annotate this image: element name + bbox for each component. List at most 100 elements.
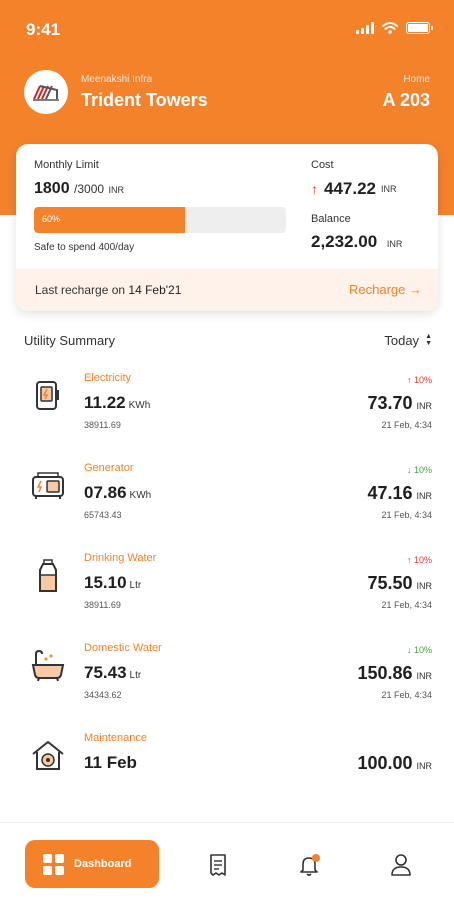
- utility-usage: 11.22 KWh: [84, 393, 150, 413]
- usage-value: 11 Feb: [84, 753, 137, 772]
- change-value: 10%: [413, 375, 432, 385]
- limit-progress-label: 60%: [42, 214, 61, 224]
- recharge-label: Recharge: [349, 282, 406, 297]
- sort-updown-icon: ▲ ▼: [425, 333, 432, 347]
- water-bottle-icon: [39, 559, 57, 592]
- bottom-navigation: Dashboard: [0, 822, 454, 900]
- utility-timestamp: 21 Feb, 4:34: [381, 420, 432, 430]
- bathtub-icon: [31, 649, 65, 682]
- amount-unit: INR: [416, 401, 433, 411]
- utility-row-maintenance[interactable]: Maintenance 11 Feb 100.00 INR: [0, 728, 454, 818]
- change-up-arrow-icon: ↑: [406, 375, 412, 385]
- monthly-limit-value: 1800 /3000 INR: [34, 180, 124, 198]
- recharge-strip: Last recharge on 14 Feb'21 Recharge →: [16, 269, 438, 311]
- change-badge: ↑ 10%: [407, 375, 432, 385]
- limit-total: /3000: [74, 182, 105, 196]
- meter-reading: 38911.69: [84, 420, 121, 430]
- utility-timestamp: 21 Feb, 4:34: [381, 690, 432, 700]
- amount-unit: INR: [416, 761, 433, 771]
- meter-reading: 38911.69: [84, 600, 121, 610]
- limit-card: Monthly Limit 1800 /3000 INR 60% Safe to…: [16, 144, 438, 311]
- user-icon: [391, 854, 411, 876]
- cost-value: 447.22: [324, 179, 376, 198]
- amount-unit: INR: [416, 671, 433, 681]
- change-up-arrow-icon: ↑: [406, 555, 412, 565]
- amount-unit: INR: [416, 581, 433, 591]
- change-badge: ↑ 10%: [407, 555, 432, 565]
- utility-amount: 150.86 INR: [357, 663, 432, 684]
- org-logo-icon: [33, 85, 59, 101]
- recharge-button[interactable]: Recharge →: [349, 282, 422, 297]
- change-badge: ↓ 10%: [407, 645, 432, 655]
- last-recharge-label: Last recharge on: [35, 283, 126, 297]
- org-logo: [24, 70, 68, 114]
- nav-bills-button[interactable]: [203, 850, 233, 880]
- building-name: Trident Towers: [81, 90, 208, 110]
- cost-up-arrow-icon: ↑: [311, 181, 318, 197]
- usage-value: 15.10: [84, 573, 127, 592]
- battery-icon: [406, 22, 433, 34]
- nav-profile-button[interactable]: [386, 850, 416, 880]
- utility-summary-title: Utility Summary: [24, 333, 116, 348]
- amount-value: 47.16: [367, 483, 413, 503]
- change-value: 10%: [413, 465, 432, 475]
- generator-icon: [32, 472, 64, 499]
- utility-usage: 15.10 Ltr: [84, 573, 141, 593]
- wifi-icon: [382, 22, 398, 34]
- change-badge: ↓ 10%: [407, 465, 432, 475]
- utility-amount: 73.70 INR: [367, 393, 432, 414]
- utility-name: Domestic Water: [84, 642, 162, 654]
- last-recharge-date: 14 Feb'21: [128, 283, 182, 297]
- status-bar: 9:41: [0, 0, 454, 58]
- utility-name: Generator: [84, 462, 134, 474]
- utility-amount: 47.16 INR: [367, 483, 432, 504]
- nav-dashboard-button[interactable]: Dashboard: [25, 840, 159, 888]
- last-recharge-text: Last recharge on 14 Feb'21: [35, 283, 181, 297]
- meter-reading: 65743.43: [84, 510, 122, 520]
- cost-value-row: ↑ 447.22 INR: [311, 179, 397, 199]
- arrow-right-icon: →: [409, 282, 422, 297]
- utility-usage: 11 Feb: [84, 753, 137, 773]
- cost-unit: INR: [381, 184, 397, 194]
- usage-value: 11.22: [84, 393, 126, 412]
- status-time: 9:41: [26, 20, 61, 39]
- utility-row-drinking-water[interactable]: Drinking Water 15.10 Ltr 38911.69 ↑ 10% 7…: [0, 548, 454, 638]
- balance-label: Balance: [311, 213, 351, 225]
- usage-unit: Ltr: [129, 580, 142, 591]
- utility-row-electricity[interactable]: Electricity 11.22 KWh 38911.69 ↑ 10% 73.7…: [0, 368, 454, 458]
- change-down-arrow-icon: ↓: [406, 465, 412, 475]
- nav-dashboard-label: Dashboard: [74, 858, 132, 870]
- usage-unit: KWh: [129, 490, 152, 501]
- limit-progress-fill: 60%: [34, 207, 186, 233]
- utility-timestamp: 21 Feb, 4:34: [381, 510, 432, 520]
- utility-name: Electricity: [84, 372, 132, 384]
- monthly-limit-label: Monthly Limit: [34, 159, 99, 171]
- status-icons: [356, 22, 433, 34]
- utility-amount: 100.00 INR: [357, 753, 432, 774]
- maintenance-house-icon: [32, 741, 64, 770]
- utility-name: Drinking Water: [84, 552, 157, 564]
- utility-row-domestic-water[interactable]: Domestic Water 75.43 Ltr 34343.62 ↓ 10% 1…: [0, 638, 454, 728]
- amount-unit: INR: [416, 491, 433, 501]
- utility-usage: 75.43 Ltr: [84, 663, 141, 683]
- period-label: Today: [384, 333, 420, 348]
- cost-label: Cost: [311, 159, 334, 171]
- utility-name: Maintenance: [84, 732, 147, 744]
- balance-value: 2,232.00: [311, 232, 378, 251]
- home-label: Home: [403, 74, 430, 85]
- usage-unit: KWh: [128, 400, 151, 411]
- change-value: 10%: [413, 645, 432, 655]
- change-down-arrow-icon: ↓: [406, 645, 412, 655]
- period-selector[interactable]: Today ▲ ▼: [384, 333, 432, 348]
- usage-value: 75.43: [84, 663, 127, 682]
- amount-value: 100.00: [357, 753, 413, 773]
- limit-progress-bar: 60%: [34, 207, 286, 233]
- receipt-icon: [210, 854, 226, 876]
- utility-amount: 75.50 INR: [367, 573, 432, 594]
- nav-notifications-button[interactable]: [295, 850, 325, 880]
- utility-row-generator[interactable]: Generator 07.86 KWh 65743.43 ↓ 10% 47.16 I…: [0, 458, 454, 548]
- usage-unit: Ltr: [129, 670, 142, 681]
- limit-used: 1800: [34, 180, 70, 197]
- notification-dot: [312, 854, 320, 862]
- electricity-meter-icon: [36, 381, 59, 410]
